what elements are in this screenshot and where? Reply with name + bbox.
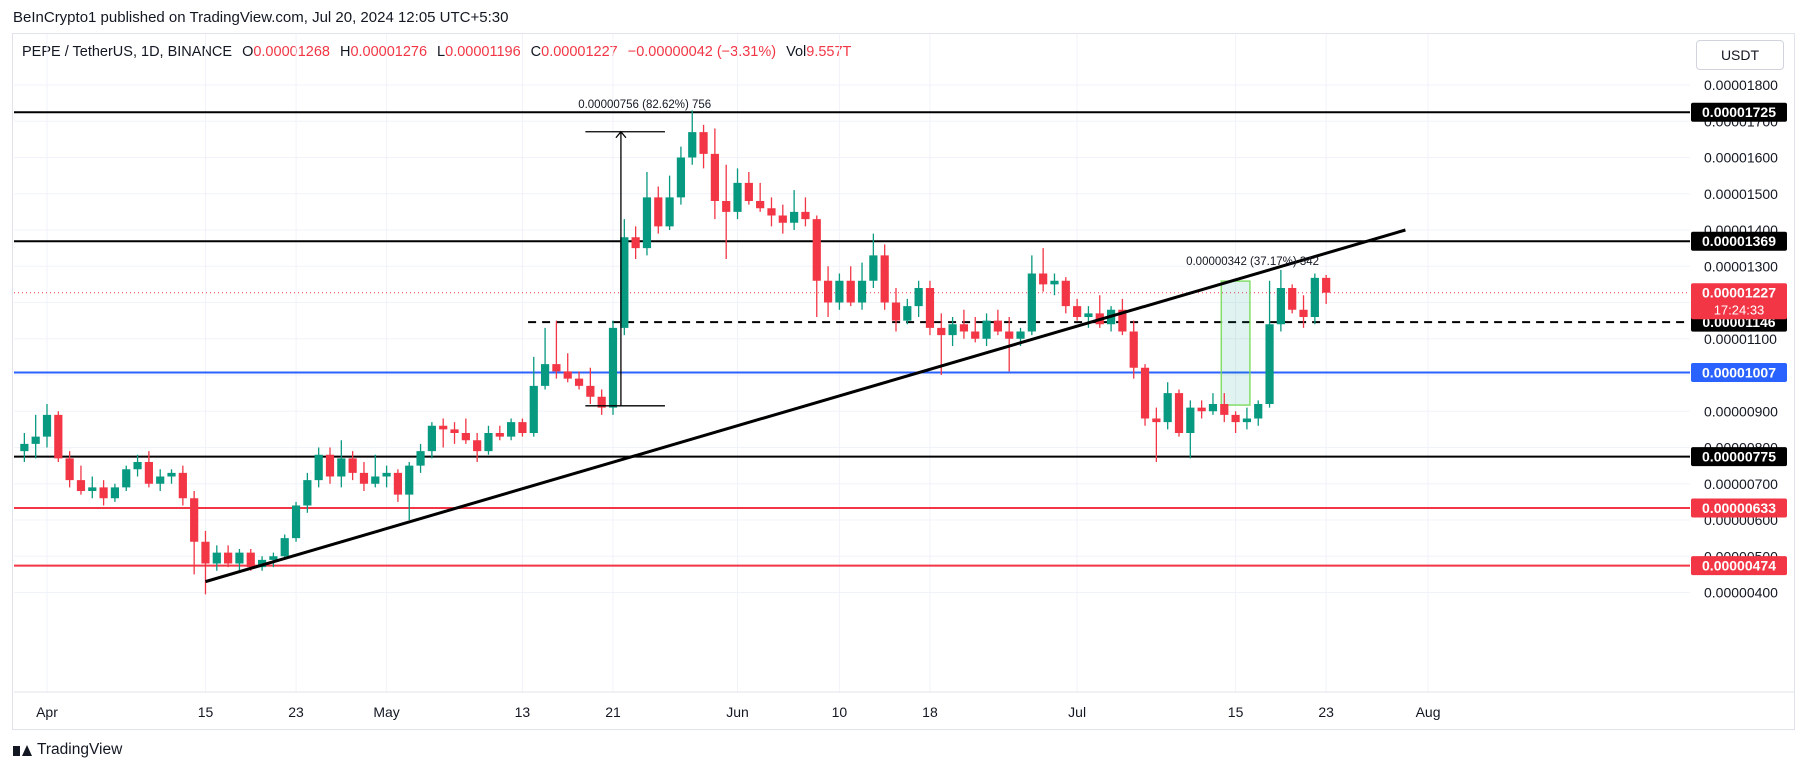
high-label: H xyxy=(339,44,351,60)
tradingview-logo[interactable]: TradingView xyxy=(13,741,122,759)
open-label: O xyxy=(242,44,254,60)
publisher-attribution: BeInCrypto1 published on TradingView.com… xyxy=(13,9,509,26)
open-value: 0.00001268 xyxy=(253,44,330,60)
change-value: −0.00000042 (−3.31%) xyxy=(627,44,777,60)
volume-value: 9.557T xyxy=(806,44,852,60)
tradingview-logo-icon xyxy=(13,744,32,756)
symbol-legend: PEPE / TetherUS, 1D, BINANCE O0.00001268… xyxy=(22,44,851,60)
chart-frame xyxy=(12,33,1795,730)
low-label: L xyxy=(437,44,446,60)
symbol-name[interactable]: PEPE / TetherUS, 1D, BINANCE xyxy=(22,44,233,60)
currency-selector[interactable]: USDT xyxy=(1696,40,1784,70)
close-value: 0.00001227 xyxy=(541,44,618,60)
low-value: 0.00001196 xyxy=(445,44,521,60)
tradingview-brand-text: TradingView xyxy=(37,741,123,758)
close-label: C xyxy=(530,44,542,60)
volume-label: Vol xyxy=(786,44,807,60)
high-value: 0.00001276 xyxy=(350,44,428,60)
